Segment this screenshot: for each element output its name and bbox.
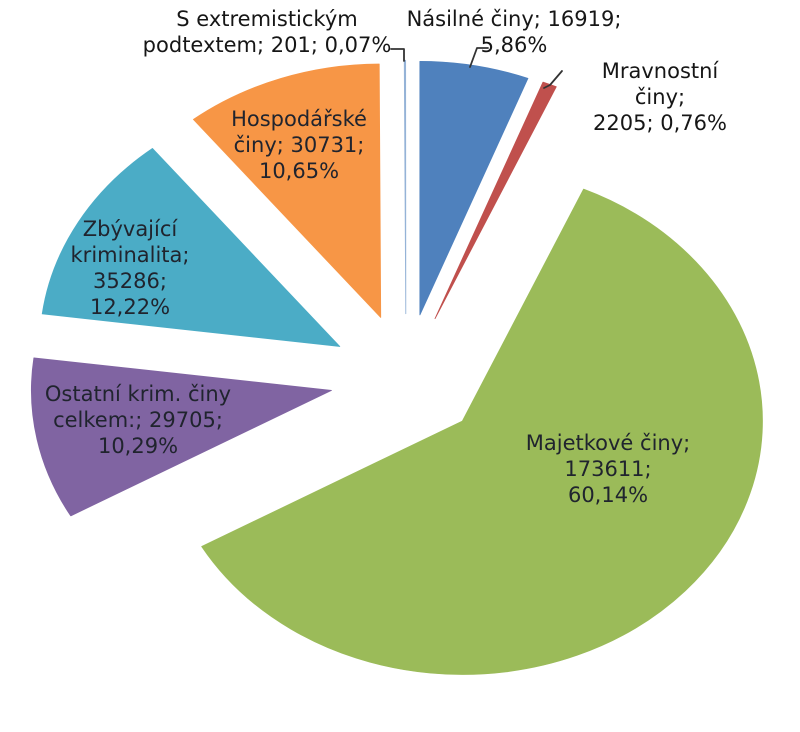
leader-line-mravnostni <box>543 70 563 89</box>
pie-slice-nasilne <box>419 60 529 316</box>
pie-slice-majetkove <box>201 188 763 675</box>
pie-slice-ostatni <box>31 357 332 517</box>
leader-line-extremisticky <box>390 48 405 62</box>
pie-slice-hospodarske <box>192 63 382 318</box>
leader-line-nasilne <box>469 47 489 68</box>
pie-slice-extremisticky <box>403 59 407 315</box>
pie-slice-zbyvajici <box>41 148 341 347</box>
